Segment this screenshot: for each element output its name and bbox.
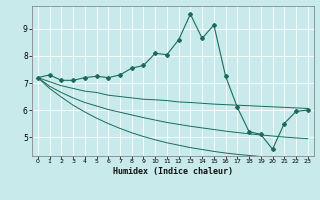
- X-axis label: Humidex (Indice chaleur): Humidex (Indice chaleur): [113, 167, 233, 176]
